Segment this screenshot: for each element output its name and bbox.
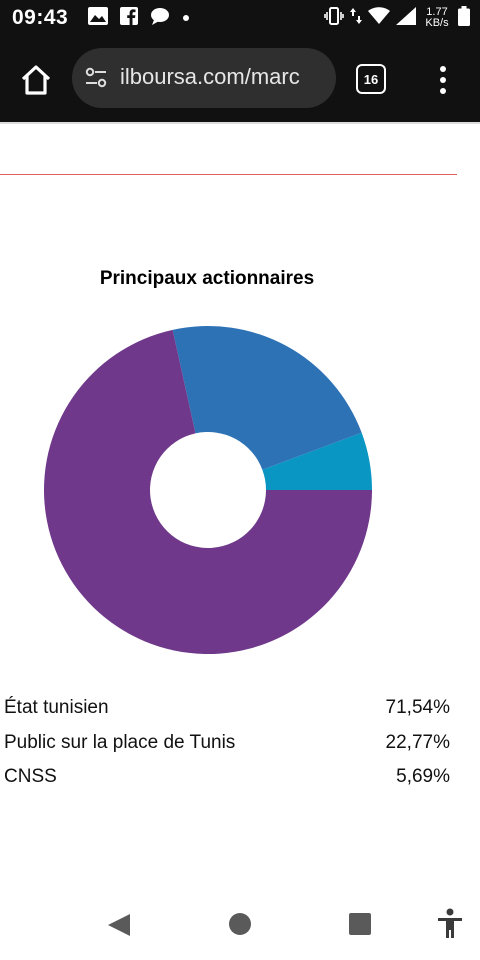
- legend-value: 5,69%: [396, 766, 450, 787]
- notification-icons: [88, 6, 190, 30]
- wifi-icon: [368, 6, 390, 30]
- legend-row: Public sur la place de Tunis 22,77%: [4, 732, 450, 760]
- legend-row: État tunisien 71,54%: [4, 697, 450, 725]
- chat-bubble-icon: [150, 7, 170, 30]
- tab-switcher-button[interactable]: 16: [356, 64, 386, 94]
- home-circle-icon[interactable]: [228, 912, 252, 936]
- home-button[interactable]: [18, 62, 54, 98]
- home-icon: [21, 65, 51, 95]
- site-settings-icon[interactable]: [84, 66, 108, 90]
- section-rule: [0, 174, 457, 175]
- signal-icon: [396, 6, 416, 30]
- image-icon: [88, 6, 108, 30]
- back-icon[interactable]: [106, 912, 132, 938]
- toolbar-divider: [0, 122, 480, 124]
- address-bar[interactable]: ilboursa.com/marc: [72, 48, 336, 108]
- system-nav-bar: [0, 890, 480, 960]
- system-status-icons: 1.77 KB/s: [324, 4, 470, 32]
- legend-name: Public sur la place de Tunis: [4, 732, 236, 753]
- status-bar: 09:43 1.77 KB/s: [0, 0, 480, 36]
- pie-slice: [262, 432, 372, 490]
- pie-slice: [43, 329, 372, 654]
- url-text[interactable]: ilboursa.com/marc: [120, 64, 300, 89]
- net-speed-unit: KB/s: [425, 17, 449, 29]
- recents-icon[interactable]: [348, 912, 372, 936]
- legend-value: 71,54%: [385, 697, 450, 718]
- legend-row: CNSS 5,69%: [4, 766, 450, 794]
- battery-icon: [458, 5, 470, 31]
- net-speed-value: 1.77: [426, 6, 448, 18]
- legend-name: État tunisien: [4, 697, 109, 718]
- overflow-menu-button[interactable]: [436, 64, 450, 96]
- legend-value: 22,77%: [385, 732, 450, 753]
- status-time: 09:43: [12, 6, 69, 29]
- more-vert-icon: [440, 66, 446, 94]
- pie-slice: [172, 326, 362, 470]
- dot-icon: [182, 9, 190, 27]
- browser-toolbar: ilboursa.com/marc 16: [0, 36, 480, 122]
- vibrate-icon: [324, 6, 344, 30]
- legend-name: CNSS: [4, 766, 57, 787]
- net-speed: 1.77 KB/s: [422, 7, 452, 29]
- data-arrows-icon: [350, 6, 362, 31]
- accessibility-icon[interactable]: [436, 908, 464, 940]
- chart-title: Principaux actionnaires: [99, 268, 315, 289]
- shareholders-donut-chart: [43, 326, 372, 654]
- facebook-icon: [120, 6, 138, 30]
